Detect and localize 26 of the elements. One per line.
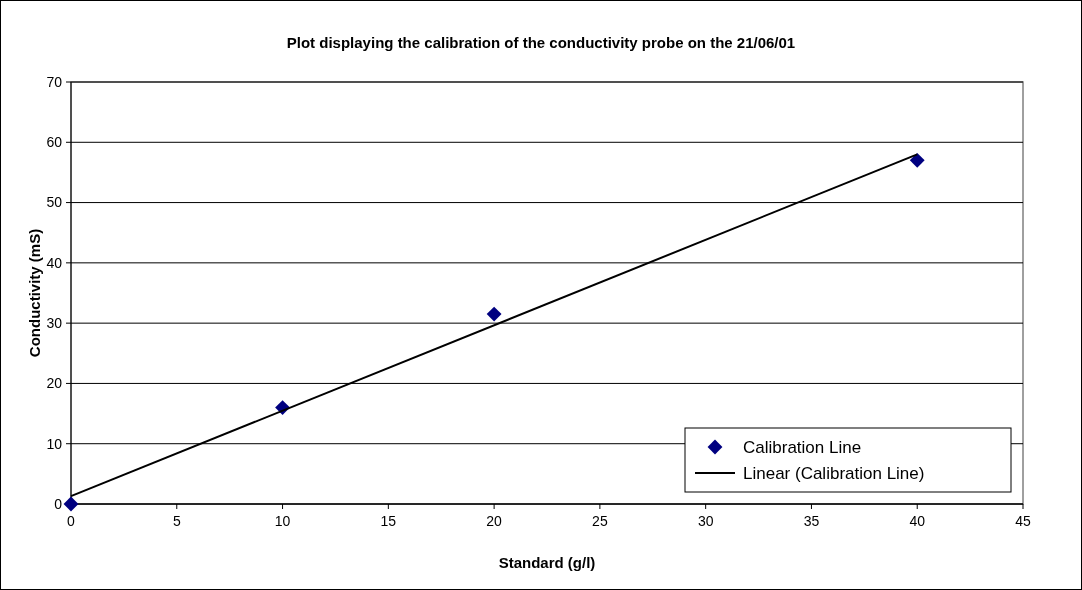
y-tick-label: 10 xyxy=(46,435,63,452)
x-tick-label: 0 xyxy=(67,513,76,529)
point xyxy=(486,306,502,322)
x-tick-label: 30 xyxy=(697,513,714,529)
x-tick-label: 15 xyxy=(380,513,397,529)
x-axis-title: Standard (g/l) xyxy=(498,554,596,571)
y-tick-label: 50 xyxy=(46,194,63,211)
y-tick-label: 0 xyxy=(54,495,63,512)
y-tick-label: 70 xyxy=(46,73,63,90)
legend-label: Calibration Line xyxy=(743,437,862,457)
x-tick-label: 25 xyxy=(592,513,608,529)
x-tick-label: 40 xyxy=(909,513,926,529)
x-tick-label: 10 xyxy=(274,513,291,529)
y-tick-label: 20 xyxy=(46,375,63,392)
point xyxy=(909,152,925,168)
x-tick-label: 20 xyxy=(486,513,503,529)
x-tick-label: 5 xyxy=(172,513,181,529)
y-tick-label: 30 xyxy=(46,315,63,332)
point xyxy=(63,496,79,512)
x-tick-label: 45 xyxy=(1015,513,1031,529)
x-tick-label: 35 xyxy=(803,513,820,529)
y-axis-title: Conductivity (mS) xyxy=(26,228,43,358)
chart-title: Plot displaying the calibration of the conductivity probe on the 21/06/01 xyxy=(286,34,796,51)
legend-label: Linear (Calibration Line) xyxy=(743,463,925,483)
y-tick-label: 40 xyxy=(46,254,63,271)
y-tick-label: 60 xyxy=(46,134,63,151)
